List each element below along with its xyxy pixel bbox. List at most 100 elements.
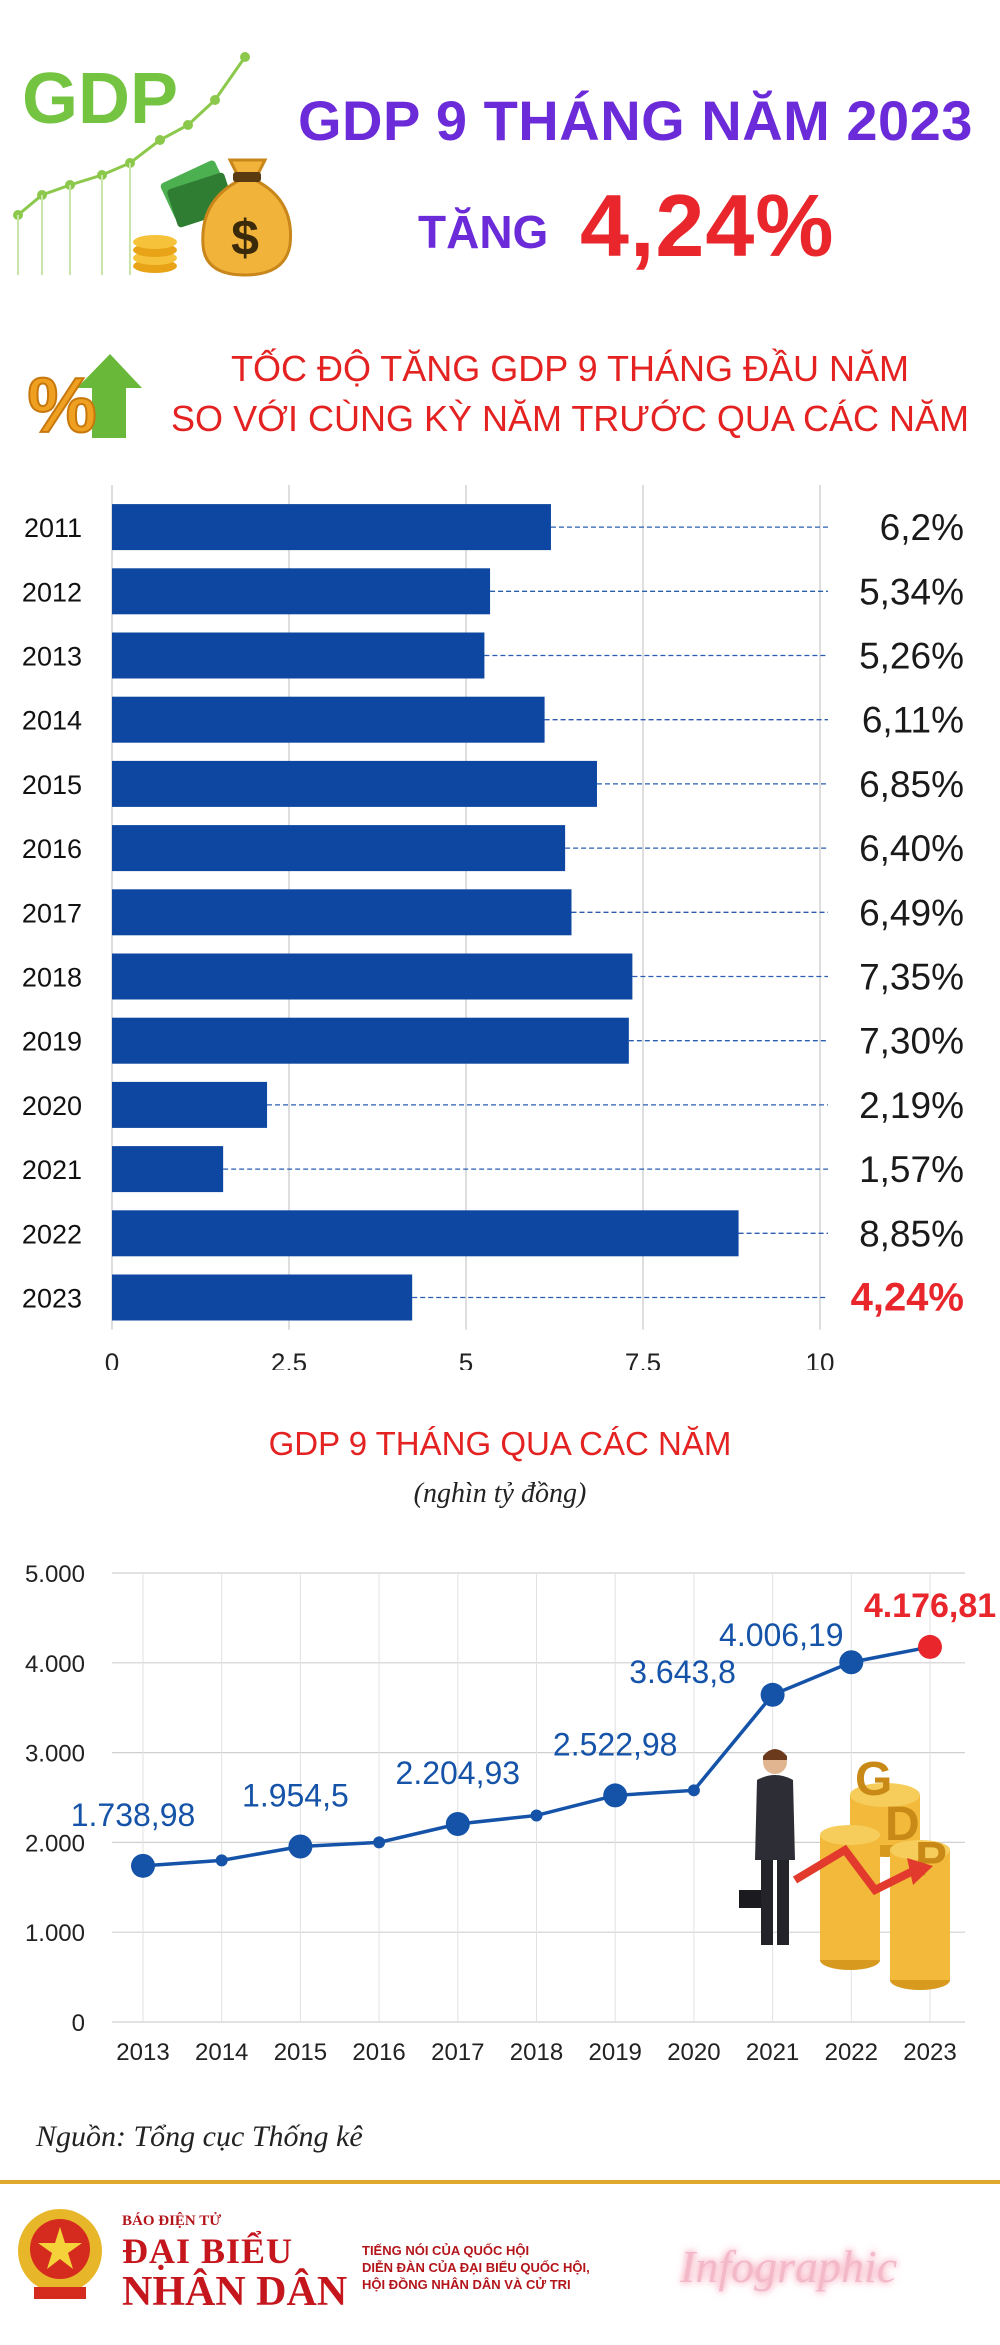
section1-title-line1: TỐC ĐỘ TĂNG GDP 9 THÁNG ĐẦU NĂM xyxy=(230,348,910,389)
category-label: 2012 xyxy=(22,577,82,607)
growth-chart-illustration xyxy=(13,52,250,275)
x-tick-label: 2,5 xyxy=(271,1348,307,1370)
x-tick-label: 2020 xyxy=(667,2039,720,2066)
bar xyxy=(112,632,485,679)
category-label: 2013 xyxy=(22,642,82,672)
data-label: 6,85% xyxy=(859,764,964,805)
data-point xyxy=(373,1836,386,1849)
data-label: 6,40% xyxy=(859,828,964,869)
category-label: 2020 xyxy=(22,1091,82,1121)
category-label: 2014 xyxy=(22,706,82,736)
data-point xyxy=(215,1854,228,1867)
footer-divider xyxy=(0,2180,1000,2184)
source-note: Nguồn: Tổng cục Thống kê xyxy=(36,2120,363,2153)
bar xyxy=(112,953,633,1000)
x-tick-label: 2021 xyxy=(746,2039,799,2066)
x-tick-label: 2015 xyxy=(274,2039,327,2066)
data-label: 6,2% xyxy=(880,507,964,548)
data-label: 4.006,19 xyxy=(719,1617,844,1653)
data-label: 2.522,98 xyxy=(553,1726,678,1762)
category-label: 2011 xyxy=(24,513,82,543)
bar xyxy=(112,504,551,551)
bar xyxy=(112,889,572,936)
data-label: 5,26% xyxy=(859,636,964,677)
svg-text:G: G xyxy=(855,1753,892,1806)
x-tick-label: 5 xyxy=(459,1348,473,1370)
x-tick-label: 2019 xyxy=(589,2039,642,2066)
category-label: 2023 xyxy=(22,1284,82,1314)
data-point xyxy=(839,1650,864,1675)
bar xyxy=(112,696,545,743)
data-point xyxy=(288,1834,313,1859)
coin-stack-icon xyxy=(133,235,177,273)
y-tick-label: 2.000 xyxy=(25,1830,85,1857)
svg-text:D: D xyxy=(885,1798,920,1851)
section2-title: GDP 9 THÁNG QUA CÁC NĂM xyxy=(268,1425,732,1462)
data-label: 8,85% xyxy=(859,1213,964,1254)
category-label: 2017 xyxy=(22,898,82,928)
x-tick-label: 2014 xyxy=(195,2039,248,2066)
increase-label: TĂNG xyxy=(418,206,549,258)
category-label: 2015 xyxy=(22,770,82,800)
data-point xyxy=(687,1784,700,1797)
tagline-2: DIỄN ĐÀN CỦA ĐẠI BIỂU QUỐC HỘI, xyxy=(362,2260,590,2275)
data-point xyxy=(760,1682,785,1707)
x-tick-label: 10 xyxy=(806,1348,835,1370)
y-tick-label: 5.000 xyxy=(25,1561,85,1588)
section2-unit: (nghìn tỷ đồng) xyxy=(413,1478,587,1509)
y-tick-label: 3.000 xyxy=(25,1741,85,1768)
bar xyxy=(112,568,491,615)
svg-text:%: % xyxy=(27,361,96,445)
bar xyxy=(112,1274,413,1321)
y-tick-label: 1.000 xyxy=(25,1920,85,1947)
data-point xyxy=(530,1809,543,1822)
businessman-gdp-illustration: G D P xyxy=(739,1749,950,1990)
page-title: GDP 9 THÁNG NĂM 2023 xyxy=(298,89,973,152)
infographic-label: Infographic xyxy=(680,2241,898,2292)
national-emblem-icon xyxy=(18,2209,102,2299)
bar xyxy=(112,1081,268,1128)
x-tick-label: 0 xyxy=(105,1348,119,1370)
x-tick-label: 2013 xyxy=(116,2039,169,2066)
bar xyxy=(112,1146,224,1193)
brand-name-line2: NHÂN DÂN xyxy=(122,2269,348,2315)
data-point xyxy=(131,1853,155,1878)
category-label: 2021 xyxy=(22,1155,82,1185)
category-label: 2016 xyxy=(22,834,82,864)
tagline-3: HỘI ĐỒNG NHÂN DÂN VÀ CỬ TRI xyxy=(362,2277,571,2292)
data-point xyxy=(918,1634,942,1659)
businessman-icon xyxy=(739,1749,795,1945)
data-label: 4.176,81 xyxy=(864,1587,996,1625)
x-tick-label: 2017 xyxy=(431,2039,484,2066)
category-label: 2018 xyxy=(22,963,82,993)
increase-value: 4,24% xyxy=(580,176,835,275)
data-label: 2,19% xyxy=(859,1085,964,1126)
bar xyxy=(112,1017,629,1064)
data-point xyxy=(445,1811,470,1836)
bar xyxy=(112,825,566,872)
x-tick-label: 2023 xyxy=(903,2039,956,2066)
growth-rate-bar-chart: 0 2,5 5 7,5 10 2011 6,2% 2012 5,34% 2013 5,26% 2014… xyxy=(22,485,964,1370)
bar xyxy=(112,1210,739,1257)
data-label: 1.738,98 xyxy=(71,1797,196,1833)
gdp-coin-stack-icon: G D P xyxy=(820,1753,950,1990)
bar xyxy=(112,760,597,807)
x-tick-label: 2018 xyxy=(510,2039,563,2066)
section1-title-line2: SO VỚI CÙNG KỲ NĂM TRƯỚC QUA CÁC NĂM xyxy=(171,398,969,439)
brand-top-text: BÁO ĐIỆN TỬ xyxy=(122,2213,222,2229)
data-label: 7,30% xyxy=(859,1021,964,1062)
svg-text:$: $ xyxy=(231,210,259,266)
data-label: 7,35% xyxy=(859,957,964,998)
y-tick-label: 0 xyxy=(72,2010,85,2037)
money-bag-icon: $ xyxy=(133,158,293,277)
data-label: 4,24% xyxy=(851,1276,964,1320)
x-tick-label: 2022 xyxy=(825,2039,878,2066)
brand-name-line1: ĐẠI BIỂU xyxy=(122,2231,294,2271)
category-label: 2019 xyxy=(22,1027,82,1057)
gdp-line-chart: 0 1.000 2.000 3.000 4.000 5.000 2013 2014 2015 20… xyxy=(25,1561,996,2066)
data-label: 5,34% xyxy=(859,571,964,612)
y-tick-label: 4.000 xyxy=(25,1651,85,1678)
data-label: 1.954,5 xyxy=(242,1777,349,1813)
percent-growth-icon: % xyxy=(26,354,142,445)
data-label: 1,57% xyxy=(859,1149,964,1190)
